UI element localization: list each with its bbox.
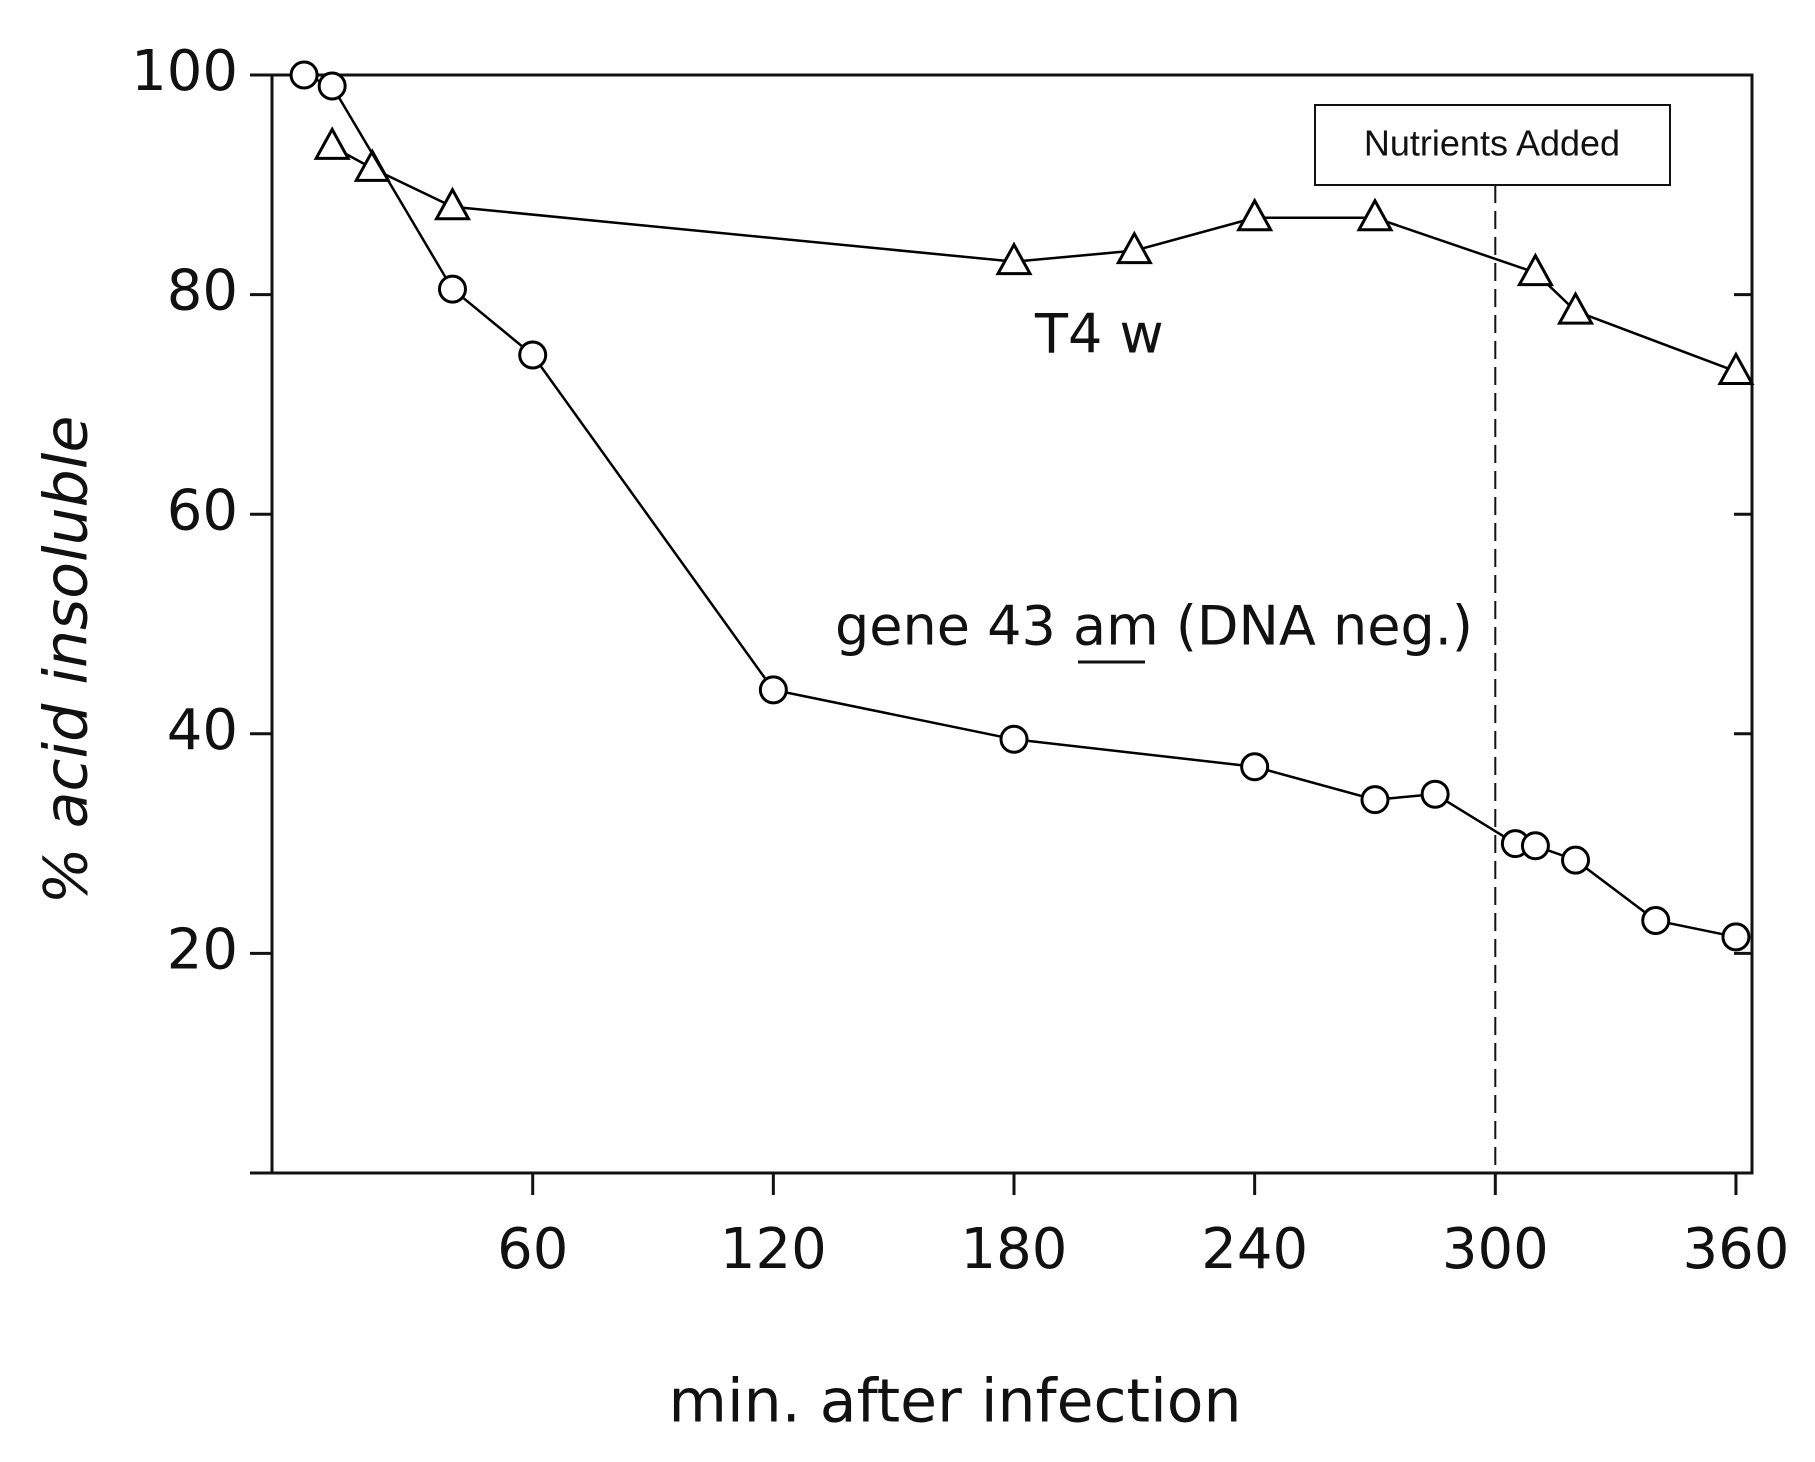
- circle-marker: [1240, 752, 1270, 782]
- circle-marker: [1360, 785, 1390, 815]
- series-line: [303, 73, 1737, 939]
- circle-marker: [289, 60, 319, 90]
- x-tick-label: 180: [961, 1217, 1068, 1282]
- triangle-marker: [1717, 351, 1755, 385]
- circle-marker: [518, 340, 548, 370]
- x-axis-label: min. after infection: [669, 1367, 1242, 1437]
- annotation-text: Nutrients Added: [1364, 123, 1620, 164]
- circle-marker: [317, 71, 347, 101]
- triangle-marker: [313, 126, 351, 160]
- x-tick-label: 240: [1201, 1217, 1308, 1282]
- series-label: T4 w: [1034, 303, 1164, 366]
- circle-marker: [1520, 831, 1550, 861]
- y-tick-label: 40: [167, 698, 238, 763]
- annotation-box: [1314, 104, 1671, 186]
- circle-marker: [1420, 779, 1450, 809]
- triangle-marker: [433, 186, 472, 221]
- y-tick-label: 60: [167, 478, 238, 543]
- y-axis-label: % acid insoluble: [32, 416, 102, 905]
- series-label: gene 43 am (DNA neg.): [835, 595, 1473, 658]
- circle-marker: [1641, 905, 1671, 935]
- triangle-marker: [1556, 290, 1595, 325]
- x-tick-label: 120: [720, 1217, 827, 1282]
- circle-marker: [999, 724, 1029, 754]
- y-tick-label: 100: [131, 39, 238, 104]
- circle-marker: [758, 675, 788, 705]
- triangle-marker: [1516, 252, 1554, 287]
- y-tick-label: 80: [167, 259, 238, 324]
- circle-marker: [1561, 845, 1591, 875]
- x-tick-label: 60: [497, 1217, 568, 1282]
- x-tick-label: 360: [1683, 1217, 1790, 1282]
- circle-marker: [437, 274, 467, 304]
- circle-marker: [1721, 922, 1751, 952]
- triangle-marker: [1115, 230, 1153, 265]
- triangle-marker: [995, 241, 1033, 276]
- series-line: [331, 145, 1737, 373]
- x-tick-label: 300: [1442, 1217, 1549, 1282]
- triangle-marker: [1236, 197, 1274, 232]
- y-tick-label: 20: [167, 918, 238, 983]
- triangle-marker: [1356, 197, 1394, 232]
